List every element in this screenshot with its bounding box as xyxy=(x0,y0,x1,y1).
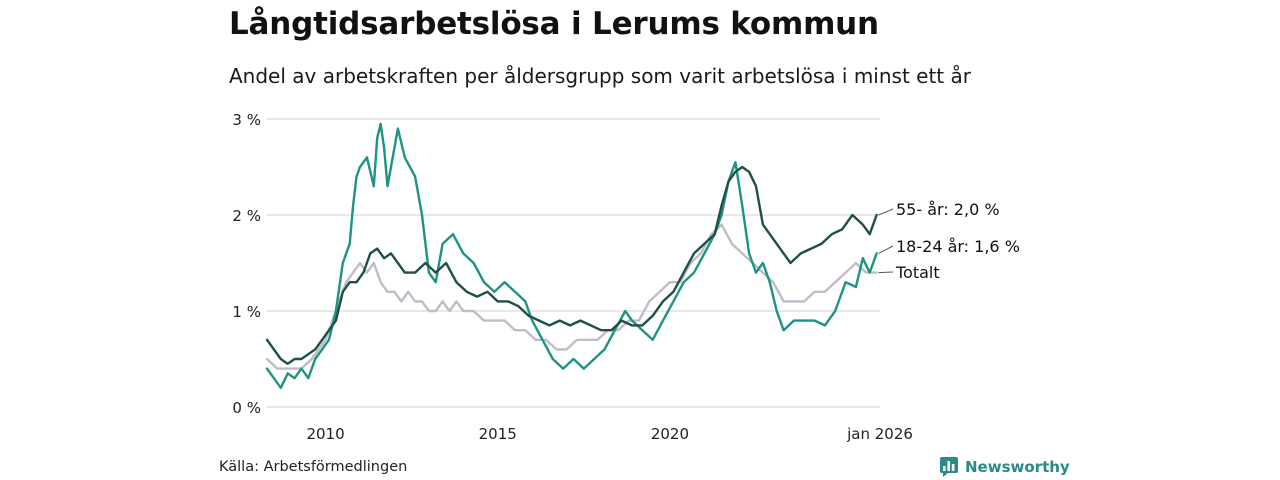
newsworthy-logo-icon xyxy=(940,457,958,477)
x-tick-label: 2015 xyxy=(479,425,517,443)
x-tick-label: 2010 xyxy=(306,425,344,443)
source-note: Källa: Arbetsförmedlingen xyxy=(219,459,408,475)
series-lines xyxy=(265,122,878,389)
series-label: Totalt xyxy=(895,263,940,282)
series-line-18-24-r xyxy=(265,122,878,389)
chart-subtitle: Andel av arbetskraften per åldersgrupp s… xyxy=(229,64,971,88)
y-axis-labels: 0 % 1 % 2 % 3 % xyxy=(232,111,261,417)
series-label: 18-24 år: 1,6 % xyxy=(896,237,1020,256)
y-tick-label: 1 % xyxy=(232,303,261,321)
brand-name: Newsworthy xyxy=(965,458,1070,476)
series-line-totalt xyxy=(265,223,878,370)
brand-logo: Newsworthy xyxy=(939,456,1070,478)
chart-title: Långtidsarbetslösa i Lerums kommun xyxy=(229,6,879,42)
series-label: 55- år: 2,0 % xyxy=(896,200,1000,219)
series-line-55-r xyxy=(265,165,878,365)
y-tick-label: 0 % xyxy=(232,399,261,417)
series-labels: Totalt 18-24 år: 1,6 % 55- år: 2,0 % xyxy=(878,200,1020,282)
label-connector xyxy=(878,245,894,254)
x-axis-labels: 2010 2015 2020 jan 2026 xyxy=(306,425,912,443)
x-tick-label: jan 2026 xyxy=(846,425,913,443)
y-tick-label: 3 % xyxy=(232,111,261,129)
x-tick-label: 2020 xyxy=(651,425,689,443)
y-tick-label: 2 % xyxy=(232,207,261,225)
label-connector xyxy=(878,271,894,274)
label-connector xyxy=(878,208,894,216)
